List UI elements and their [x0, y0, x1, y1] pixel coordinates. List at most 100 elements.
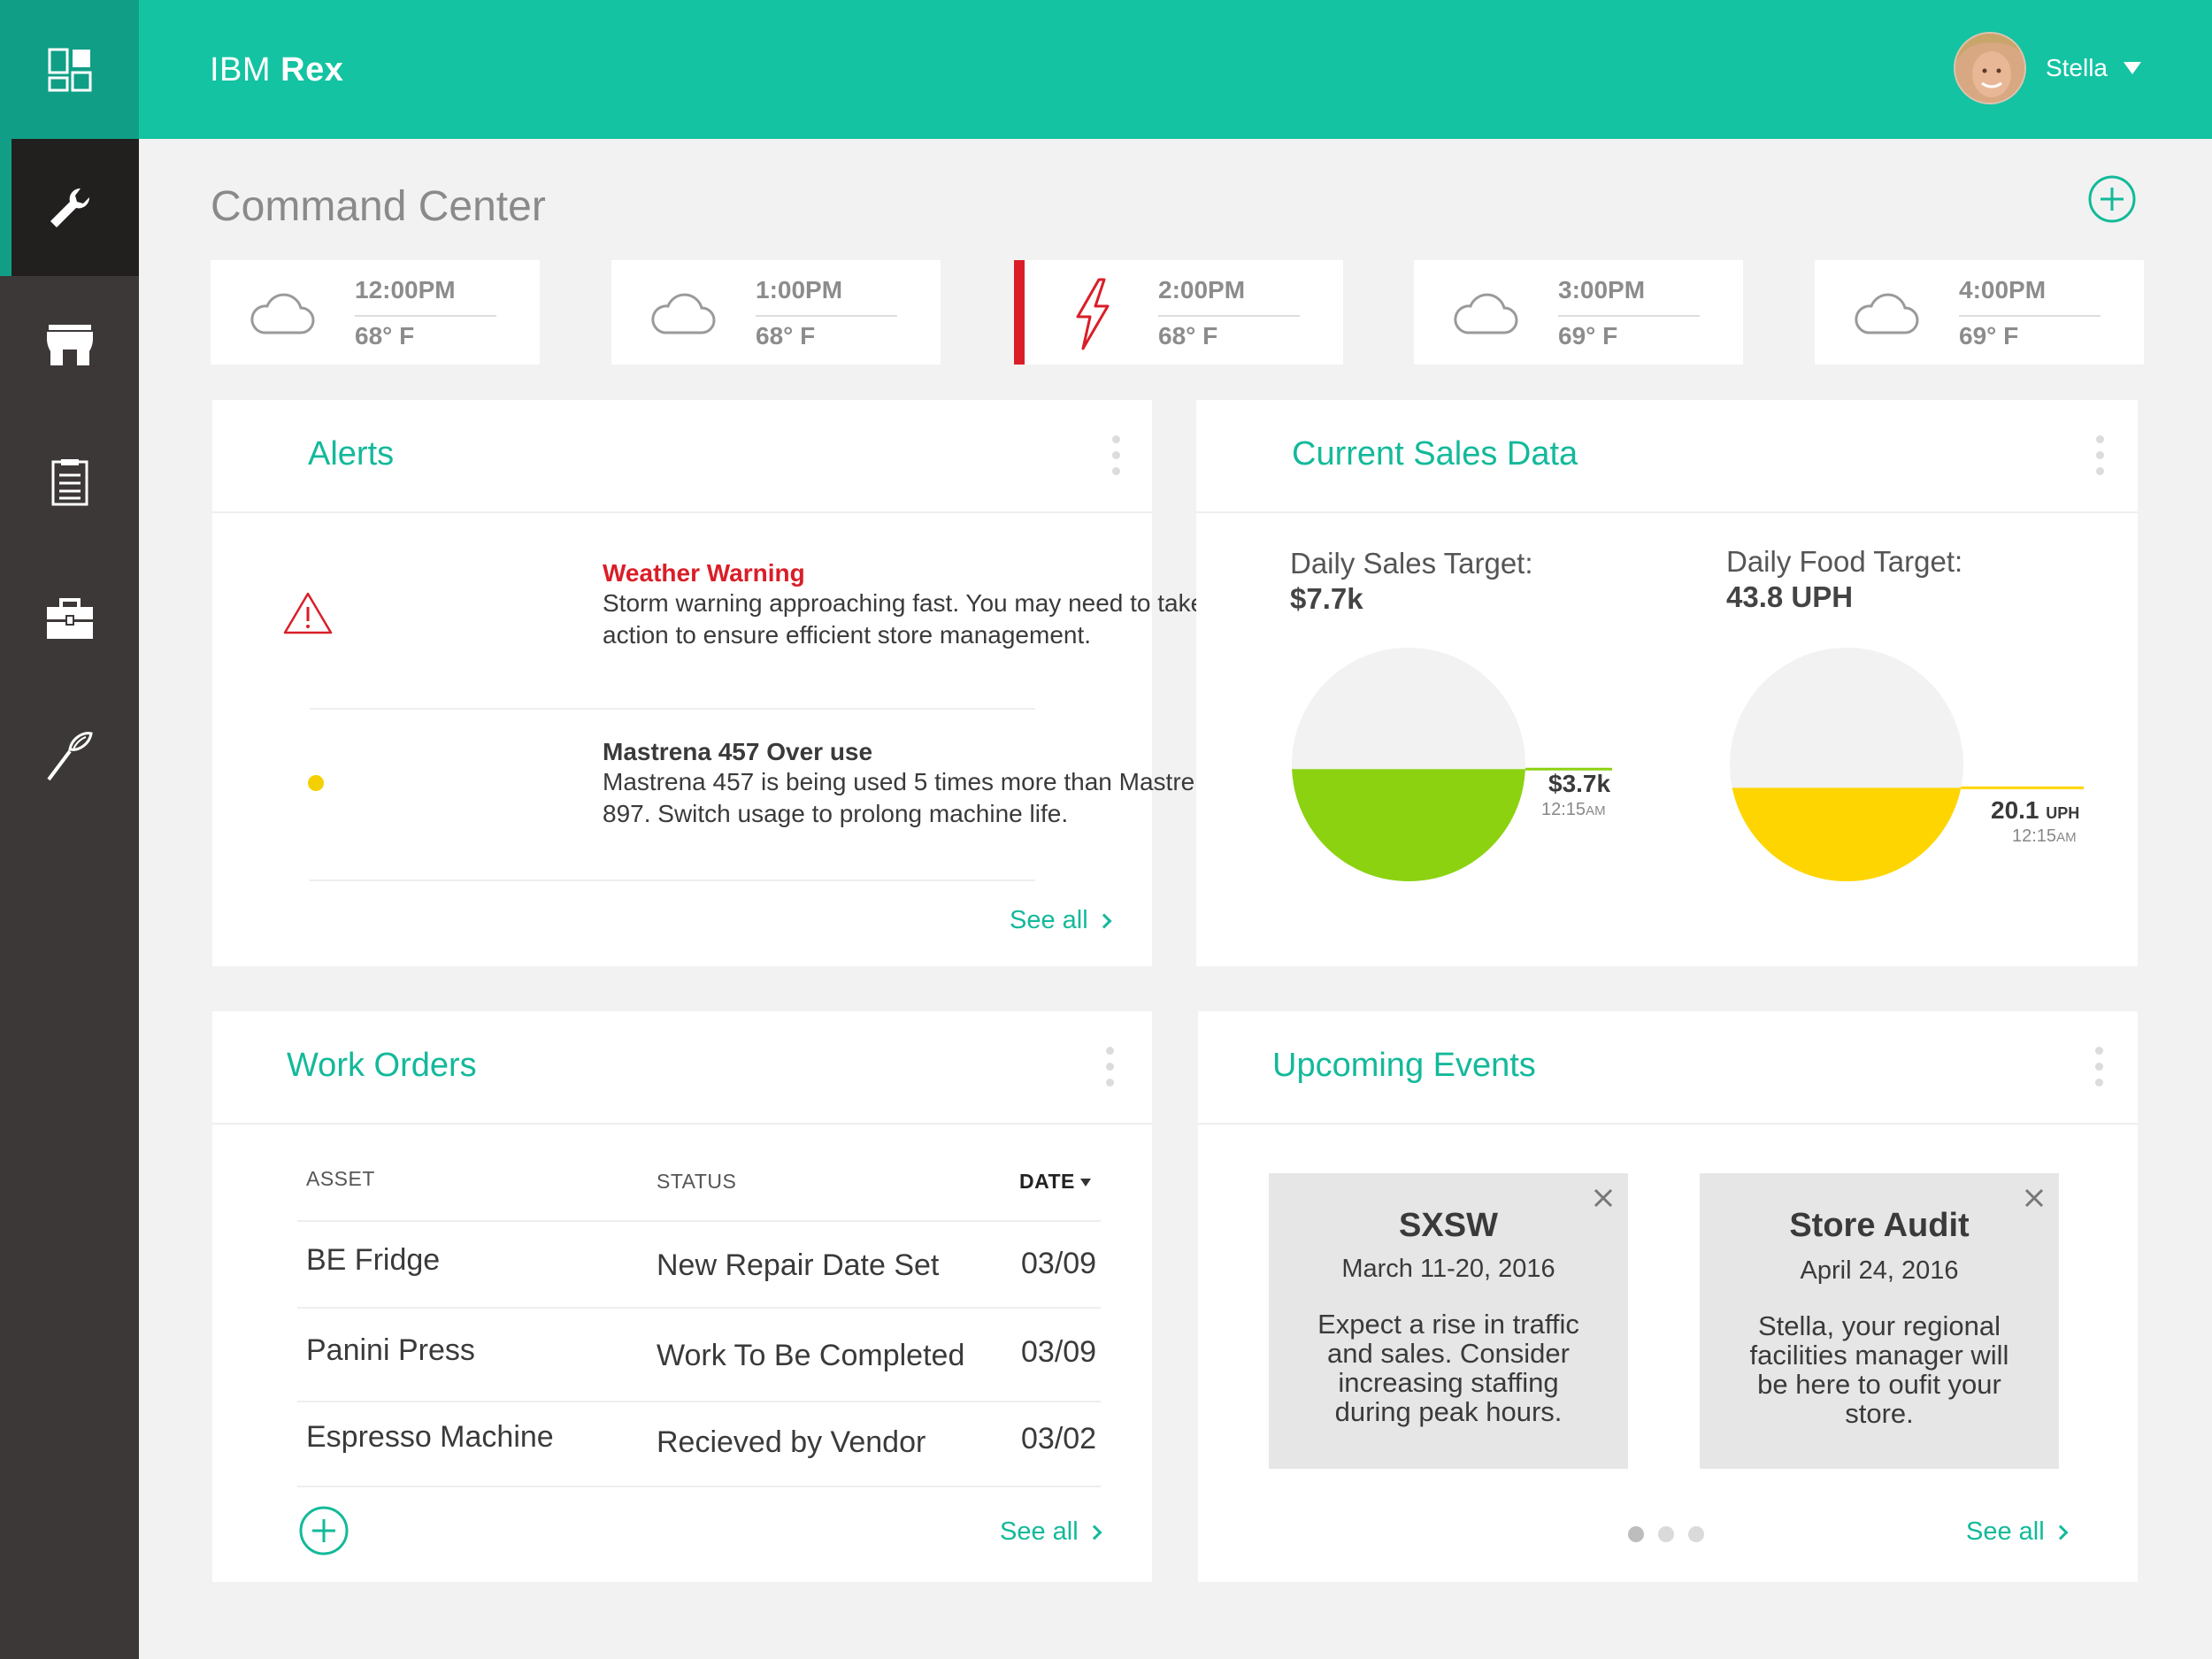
more-options-icon[interactable] [2095, 1047, 2104, 1094]
panel-title: Current Sales Data [1292, 435, 1578, 472]
avatar[interactable] [1953, 32, 2026, 104]
briefcase-icon [46, 597, 93, 639]
sidebar-item-tools[interactable] [0, 550, 139, 687]
panel-header: Work Orders [212, 1011, 1152, 1125]
sidebar-item-reports[interactable] [0, 413, 139, 550]
event-description: Stella, your regional facilities manager… [1749, 1310, 2009, 1429]
store-icon [46, 324, 93, 365]
cell-status: Work To Be Completed [657, 1339, 965, 1372]
sales-current-value: $3.7k [1548, 770, 1611, 797]
weather-time: 12:00PM [355, 276, 496, 317]
divider [297, 1220, 1101, 1222]
weather-card[interactable]: 1:00PM 68° F [611, 260, 941, 365]
weather-time: 1:00PM [756, 276, 897, 317]
chevron-down-icon[interactable] [2124, 62, 2141, 74]
dashboard-icon [48, 48, 91, 91]
whisk-icon [46, 731, 93, 780]
food-gauge [1730, 648, 2084, 882]
weather-time: 3:00PM [1558, 276, 1700, 317]
event-card[interactable]: Store Audit April 24, 2016 Stella, your … [1700, 1173, 2059, 1469]
divider [297, 1401, 1101, 1402]
more-options-icon[interactable] [2096, 435, 2105, 483]
weather-time: 4:00PM [1959, 276, 2101, 317]
wrench-icon [50, 188, 89, 227]
gauge-fill [1292, 769, 1525, 881]
panel-header: Alerts [212, 400, 1152, 513]
page-dot[interactable] [1628, 1526, 1644, 1542]
food-target-label: Daily Food Target: [1726, 545, 1963, 578]
alerts-see-all-link[interactable]: See all [1010, 906, 1112, 935]
panel-header: Upcoming Events [1198, 1011, 2138, 1125]
divider [297, 1486, 1101, 1487]
clipboard-icon [51, 458, 88, 505]
cell-date: 03/09 [1021, 1335, 1097, 1369]
carousel-pagination [1628, 1526, 1718, 1542]
weather-temp: 68° F [1158, 322, 1218, 349]
add-widget-button[interactable] [2088, 175, 2136, 223]
panel-title: Work Orders [287, 1047, 477, 1084]
alert-text: Mastrena 457 is being used 5 times more … [603, 768, 1223, 827]
weather-card[interactable]: 3:00PM 69° F [1414, 260, 1743, 365]
column-header-date[interactable]: DATE [1019, 1170, 1091, 1194]
alert-title: Mastrena 457 Over use [603, 738, 873, 765]
sales-target-value: $7.7k [1290, 582, 1363, 615]
cell-asset: Panini Press [306, 1333, 475, 1367]
sidebar-item-store[interactable] [0, 276, 139, 413]
user-name[interactable]: Stella [2045, 54, 2108, 81]
event-date: March 11-20, 2016 [1341, 1255, 1555, 1283]
cloud-icon [1855, 293, 1919, 334]
sales-target-label: Daily Sales Target: [1290, 547, 1533, 580]
weather-card[interactable]: 12:00PM 68° F [211, 260, 540, 365]
cloud-icon [651, 293, 716, 334]
warning-icon [283, 592, 333, 634]
weather-card[interactable]: 4:00PM 69° F [1815, 260, 2144, 365]
app-brand: IBM Rex [210, 51, 344, 88]
events-see-all-link[interactable]: See all [1966, 1517, 2069, 1547]
divider [310, 879, 1035, 881]
user-menu[interactable]: Stella [1953, 32, 2141, 104]
more-options-icon[interactable] [1112, 435, 1121, 483]
food-target-value: 43.8 UPH [1726, 580, 1854, 613]
page-title: Command Center [211, 183, 546, 230]
alert-title: Weather Warning [603, 559, 805, 587]
sort-caret-icon [1079, 1179, 1091, 1187]
column-header-asset[interactable]: ASSET [306, 1167, 375, 1190]
cell-date: 03/09 [1021, 1247, 1097, 1280]
page-dot[interactable] [1658, 1526, 1674, 1542]
event-card[interactable]: SXSW March 11-20, 2016 Expect a rise in … [1269, 1173, 1628, 1469]
cell-date: 03/02 [1021, 1422, 1097, 1455]
weather-card-alert[interactable]: 2:00PM 68° F [1014, 260, 1343, 365]
dashboard-nav[interactable] [0, 0, 139, 139]
weather-time: 2:00PM [1158, 276, 1300, 317]
panel-header: Current Sales Data [1196, 400, 2138, 513]
more-options-icon[interactable] [1106, 1047, 1115, 1094]
close-icon[interactable] [1591, 1186, 1616, 1210]
weather-temp: 68° F [756, 322, 816, 349]
panel-title: Alerts [308, 435, 395, 472]
caution-dot-icon [308, 775, 324, 791]
chevron-right-icon [1087, 1525, 1102, 1540]
work-orders-see-all-link[interactable]: See all [1000, 1517, 1102, 1547]
weather-temp: 69° F [1558, 322, 1618, 349]
cell-asset: BE Fridge [306, 1243, 441, 1277]
add-work-order-button[interactable] [299, 1506, 349, 1555]
sidebar-item-maintenance[interactable] [0, 139, 139, 276]
close-icon[interactable] [2022, 1186, 2047, 1210]
weather-temp: 68° F [355, 322, 415, 349]
event-description: Expect a rise in traffic and sales. Cons… [1317, 1309, 1579, 1427]
divider [310, 708, 1035, 710]
sidebar [0, 0, 139, 1659]
sales-gauge [1292, 648, 1612, 881]
event-title: Store Audit [1789, 1207, 1970, 1244]
cell-asset: Espresso Machine [306, 1420, 554, 1454]
chevron-right-icon [2053, 1525, 2069, 1540]
alert-text: Storm warning approaching fast. You may … [603, 589, 1205, 649]
column-header-status[interactable]: STATUS [657, 1170, 737, 1193]
cell-status: Recieved by Vendor [657, 1425, 926, 1459]
chevron-right-icon [1096, 913, 1112, 929]
panel-title: Upcoming Events [1272, 1047, 1536, 1084]
page-dot[interactable] [1688, 1526, 1704, 1542]
sidebar-item-kitchen[interactable] [0, 687, 139, 825]
food-current-value: 20.1 UPH [1991, 796, 2080, 824]
event-title: SXSW [1399, 1207, 1498, 1244]
